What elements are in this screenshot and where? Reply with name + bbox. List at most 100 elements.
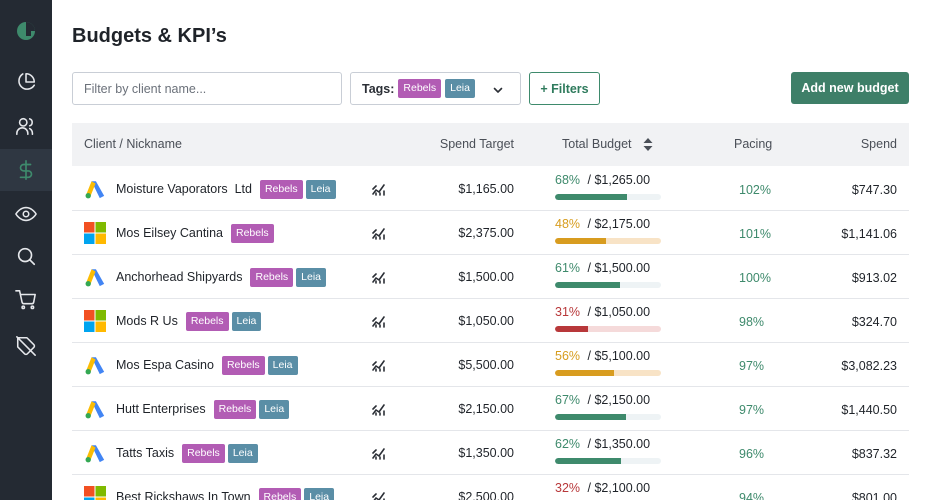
- tag-rebels[interactable]: Rebels: [213, 399, 257, 419]
- sidebar-item-users[interactable]: [0, 106, 52, 146]
- total-budget-cell: 61% / $1,500.00: [555, 261, 663, 288]
- client-tags: Rebels Leia: [182, 443, 261, 463]
- table-row[interactable]: Tatts Taxis Rebels Leia $1,350.00 62% / $…: [72, 431, 909, 475]
- client-name[interactable]: Mos Eilsey Cantina: [116, 226, 223, 240]
- budget-progress-fill: [555, 326, 588, 332]
- client-name[interactable]: Mods R Us: [116, 314, 178, 328]
- column-header-total-budget[interactable]: Total Budget: [562, 137, 632, 151]
- tags-label: Tags:: [362, 81, 395, 96]
- add-filters-button[interactable]: + Filters: [529, 72, 600, 105]
- table-row[interactable]: Mos Espa Casino Rebels Leia $5,500.00 56%…: [72, 343, 909, 387]
- sidebar-item-search[interactable]: [0, 236, 52, 276]
- client-filter-input[interactable]: [72, 72, 342, 105]
- budget-percent: 56%: [555, 349, 581, 363]
- tag-leia[interactable]: Leia: [296, 267, 327, 287]
- budget-progress-bar: [555, 194, 661, 200]
- selected-tag-rebels[interactable]: Rebels: [398, 79, 442, 98]
- tag-rebels[interactable]: Rebels: [231, 223, 274, 243]
- sidebar-item-views[interactable]: [0, 194, 52, 234]
- sidebar-item-budgets[interactable]: [0, 149, 52, 191]
- budget-progress-bar: [555, 282, 661, 288]
- budget-progress-bar: [555, 458, 661, 464]
- budget-percent: 61%: [555, 261, 581, 275]
- table-row[interactable]: Hutt Enterprises Rebels Leia $2,150.00 67…: [72, 387, 909, 431]
- total-budget-cell: 62% / $1,350.00: [555, 437, 663, 464]
- table-header: Client / Nickname Spend Target Total Bud…: [72, 123, 909, 166]
- tag-rebels[interactable]: Rebels: [258, 487, 302, 500]
- sidebar: [0, 0, 52, 500]
- trend-chart-icon[interactable]: [372, 446, 386, 460]
- client-tags: Rebels Leia: [213, 399, 293, 419]
- pacing-value: 97%: [739, 403, 765, 417]
- table-row[interactable]: Best Rickshaws In Town Rebels Leia $2,500…: [72, 475, 909, 500]
- app-logo[interactable]: [14, 19, 38, 43]
- tag-leia[interactable]: Leia: [231, 311, 262, 331]
- trend-chart-icon[interactable]: [372, 182, 386, 196]
- page-title: Budgets & KPI’s: [72, 25, 227, 47]
- client-name[interactable]: Mos Espa Casino: [116, 358, 214, 372]
- total-budget-cell: 67% / $2,150.00: [555, 393, 663, 420]
- tags-select[interactable]: Tags: Rebels Leia: [350, 72, 521, 105]
- spend-target-value: $2,150.00: [458, 402, 514, 416]
- spend-value: $1,141.06: [841, 227, 897, 241]
- spend-value: $913.02: [851, 271, 897, 285]
- google-ads-icon: [85, 269, 105, 287]
- add-new-budget-button[interactable]: Add new budget: [791, 72, 909, 104]
- sidebar-item-tags[interactable]: [0, 326, 52, 366]
- spend-target-value: $5,500.00: [458, 358, 514, 372]
- tag-leia[interactable]: Leia: [304, 487, 335, 500]
- total-budget-value: / $2,175.00: [587, 217, 651, 231]
- pie-chart-icon: [18, 72, 36, 90]
- sidebar-item-shopping[interactable]: [0, 280, 52, 320]
- sidebar-item-dashboard[interactable]: [0, 62, 52, 102]
- client-name[interactable]: Moisture Vaporators Ltd: [116, 182, 252, 196]
- client-name[interactable]: Best Rickshaws In Town: [116, 490, 251, 500]
- budget-progress-fill: [555, 458, 621, 464]
- budget-progress-fill: [555, 282, 620, 288]
- column-header-pacing[interactable]: Pacing: [734, 137, 773, 151]
- main-content: Budgets & KPI’s Tags: Rebels Leia + Filt…: [52, 0, 929, 500]
- spend-target-value: $2,500.00: [458, 490, 514, 500]
- tag-rebels[interactable]: Rebels: [259, 179, 303, 199]
- tag-leia[interactable]: Leia: [305, 179, 336, 199]
- table-row[interactable]: Anchorhead Shipyards Rebels Leia $1,500.0…: [72, 255, 909, 299]
- tag-rebels[interactable]: Rebels: [250, 267, 294, 287]
- trend-chart-icon[interactable]: [372, 226, 386, 240]
- tag-leia[interactable]: Leia: [267, 355, 298, 375]
- tag-rebels[interactable]: Rebels: [185, 311, 229, 331]
- spend-value: $1,440.50: [841, 403, 897, 417]
- client-cell: Moisture Vaporators Ltd Rebels Leia: [116, 167, 339, 211]
- budget-percent: 48%: [555, 217, 581, 231]
- tag-leia[interactable]: Leia: [259, 399, 290, 419]
- tag-leia[interactable]: Leia: [227, 443, 258, 463]
- spend-target-value: $2,375.00: [458, 226, 514, 240]
- eye-icon: [15, 206, 37, 222]
- tag-rebels[interactable]: Rebels: [182, 443, 225, 463]
- selected-tag-leia[interactable]: Leia: [445, 79, 475, 98]
- budget-progress-fill: [555, 370, 615, 376]
- client-name[interactable]: Tatts Taxis: [116, 446, 175, 460]
- trend-chart-icon[interactable]: [372, 270, 386, 284]
- column-header-spend[interactable]: Spend: [860, 137, 897, 151]
- column-header-client[interactable]: Client / Nickname: [84, 137, 182, 151]
- tag-rebels[interactable]: Rebels: [221, 355, 265, 375]
- client-tags: Rebels Leia: [250, 267, 329, 287]
- client-name[interactable]: Anchorhead Shipyards: [116, 270, 243, 284]
- spend-target-value: $1,500.00: [458, 270, 514, 284]
- budget-progress-bar: [555, 370, 661, 376]
- table-row[interactable]: Moisture Vaporators Ltd Rebels Leia $1,16…: [72, 167, 909, 211]
- trend-chart-icon[interactable]: [372, 402, 386, 416]
- trend-chart-icon[interactable]: [372, 314, 386, 328]
- trend-chart-icon[interactable]: [372, 490, 386, 500]
- total-budget-cell: 68% / $1,265.00: [555, 173, 663, 200]
- client-name[interactable]: Hutt Enterprises: [116, 402, 206, 416]
- client-cell: Hutt Enterprises Rebels Leia: [116, 387, 292, 431]
- table-row[interactable]: Mos Eilsey Cantina Rebels $2,375.00 48% …: [72, 211, 909, 255]
- budget-percent: 67%: [555, 393, 581, 407]
- table-row[interactable]: Mods R Us Rebels Leia $1,050.00 31% / $1,…: [72, 299, 909, 343]
- budget-progress-fill: [555, 194, 628, 200]
- google-ads-icon: [85, 181, 105, 199]
- sort-icon[interactable]: [642, 137, 654, 152]
- column-header-spend-target[interactable]: Spend Target: [439, 137, 514, 151]
- trend-chart-icon[interactable]: [372, 358, 386, 372]
